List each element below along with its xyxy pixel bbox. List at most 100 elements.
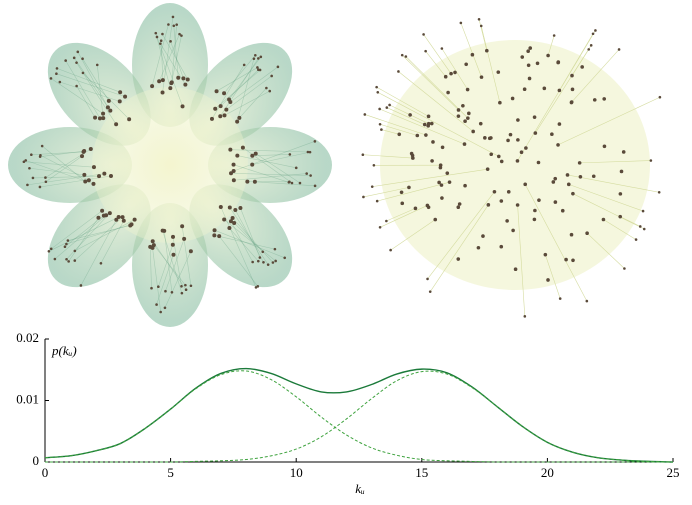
node (183, 83, 187, 87)
node (154, 32, 157, 35)
node (511, 229, 515, 233)
node (556, 143, 560, 147)
x-tick-label: 5 (167, 465, 174, 480)
node (414, 207, 418, 211)
node (67, 260, 70, 263)
node (602, 97, 606, 101)
node (480, 25, 483, 28)
node (458, 202, 462, 206)
node (415, 134, 419, 138)
node (114, 122, 118, 126)
node (171, 235, 175, 239)
node (564, 258, 568, 262)
node (429, 290, 432, 293)
node (222, 91, 226, 95)
node (261, 250, 264, 253)
node (178, 33, 181, 36)
node (54, 258, 57, 261)
node (594, 29, 597, 32)
node (213, 228, 217, 232)
node (76, 51, 79, 54)
node (253, 57, 256, 60)
node (108, 211, 112, 215)
node (516, 118, 520, 122)
node (389, 249, 392, 252)
node (570, 233, 574, 237)
node (100, 209, 104, 213)
node (371, 185, 374, 188)
node (437, 181, 441, 185)
node (83, 179, 87, 183)
node (309, 174, 312, 177)
node (642, 210, 645, 213)
node (537, 161, 541, 165)
node (479, 122, 483, 126)
node (161, 33, 164, 36)
node (291, 182, 294, 185)
node (590, 44, 593, 47)
node (461, 104, 465, 108)
node (218, 114, 222, 118)
node (543, 87, 547, 91)
network-drawings (8, 3, 661, 327)
node (423, 123, 427, 127)
node (449, 72, 453, 76)
node (161, 91, 165, 95)
node (257, 260, 260, 263)
node (505, 219, 509, 223)
node (457, 114, 461, 118)
node (478, 18, 481, 21)
node (190, 284, 193, 287)
node (477, 246, 481, 250)
node (463, 184, 467, 188)
node (526, 49, 530, 53)
node (233, 208, 237, 212)
node (471, 53, 475, 57)
node (520, 150, 524, 154)
node (559, 297, 562, 300)
node (106, 105, 110, 109)
x-tick-label: 25 (667, 465, 680, 480)
node (464, 62, 468, 66)
node (620, 170, 624, 174)
node (533, 209, 537, 213)
node (397, 70, 400, 73)
node (133, 218, 137, 222)
node (65, 258, 68, 261)
node (305, 172, 308, 175)
node (466, 116, 470, 120)
node (643, 228, 646, 231)
node (483, 136, 487, 140)
node (118, 90, 122, 94)
node (270, 75, 273, 78)
node (586, 300, 589, 303)
node (75, 61, 78, 64)
node (160, 39, 163, 42)
node (618, 48, 621, 51)
node (441, 47, 444, 50)
node (222, 113, 226, 117)
node (430, 159, 434, 163)
node (289, 153, 292, 156)
node (364, 113, 367, 116)
node (401, 54, 404, 57)
node (431, 140, 435, 144)
node (592, 32, 595, 35)
node (499, 245, 503, 249)
node (467, 112, 471, 116)
node (74, 250, 77, 253)
node (228, 206, 232, 210)
node (498, 101, 502, 105)
node (375, 86, 378, 89)
node (73, 259, 76, 262)
node (453, 71, 457, 75)
node (533, 115, 537, 119)
node (385, 220, 388, 223)
node (118, 99, 122, 103)
node (386, 106, 389, 109)
node (407, 186, 411, 190)
node (480, 75, 484, 79)
node (180, 224, 184, 228)
node (162, 229, 166, 233)
